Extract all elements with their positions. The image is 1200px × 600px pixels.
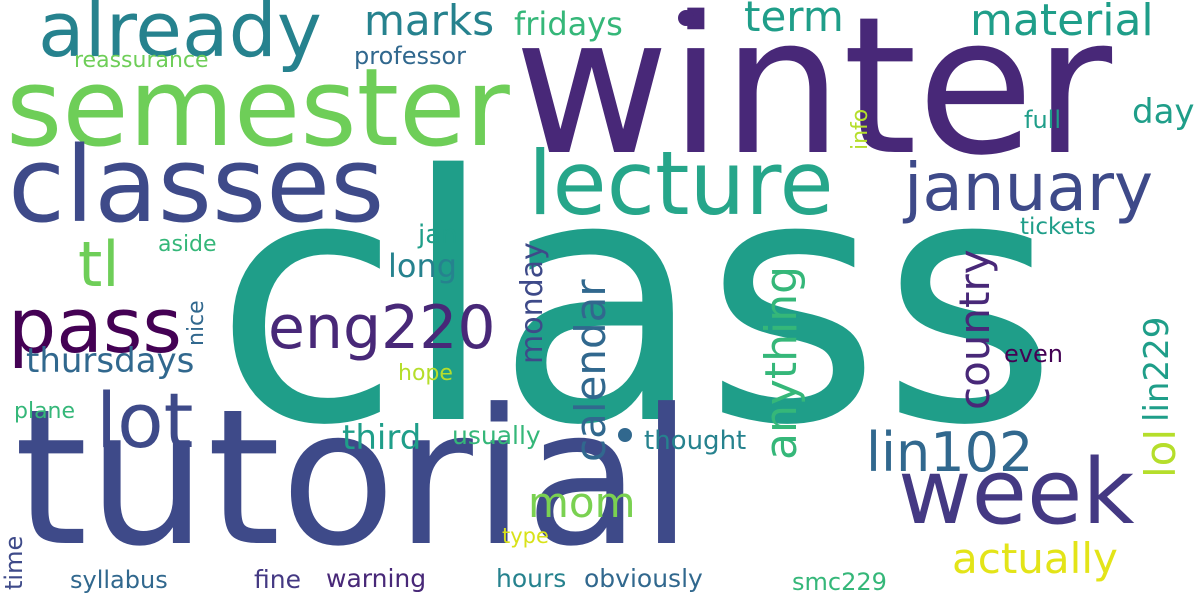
word-thursdays: thursdays	[26, 341, 195, 381]
word-smc229: smc229	[792, 568, 887, 596]
dot-mark-middle	[618, 428, 632, 442]
word-lol: lol	[1136, 428, 1185, 478]
word-material: material	[970, 0, 1154, 46]
word-marks: marks	[364, 0, 495, 45]
word-hours: hours	[496, 564, 567, 593]
word-calendar: calendar	[566, 279, 615, 462]
word-tickets: tickets	[1020, 214, 1096, 240]
word-actually: actually	[952, 534, 1118, 583]
word-info: info	[848, 108, 873, 150]
word-syllabus: syllabus	[70, 566, 168, 594]
word-january: january	[904, 149, 1154, 226]
word-lecture: lecture	[528, 132, 834, 235]
word-reassurance: reassurance	[74, 48, 209, 73]
word-lin102: lin102	[866, 421, 1034, 484]
word-lot: lot	[96, 376, 194, 465]
word-tutorial: tutorial	[14, 369, 693, 588]
word-plane: plane	[14, 399, 76, 424]
word-warning: warning	[326, 564, 427, 593]
word-week: week	[898, 440, 1135, 545]
word-time: time	[0, 535, 28, 590]
word-third: third	[342, 418, 422, 458]
word-monday: monday	[515, 242, 550, 364]
word-full: full	[1024, 106, 1061, 134]
word-jan: jan	[418, 220, 458, 250]
word-long: long	[388, 247, 458, 285]
word-lin229: lin229	[1137, 316, 1177, 422]
word-aside: aside	[158, 232, 217, 257]
word-term: term	[744, 0, 844, 41]
word-even: even	[1004, 340, 1063, 368]
word-winter: winter	[514, 0, 1113, 197]
dot-mark-top	[678, 10, 694, 26]
word-hope: hope	[398, 361, 453, 386]
word-fine: fine	[254, 565, 301, 594]
word-type: type	[502, 524, 549, 548]
word-semester: semester	[6, 46, 510, 171]
word-tl: tl	[78, 228, 120, 301]
word-thought: thought	[644, 426, 747, 456]
word-fridays: fridays	[514, 5, 623, 43]
word-pass: pass	[8, 281, 183, 370]
word-anything: anything	[756, 265, 807, 460]
word-eng220: eng220	[268, 293, 496, 363]
word-country: country	[950, 249, 999, 410]
word-usually: usually	[452, 421, 541, 450]
word-obviously: obviously	[584, 564, 703, 593]
word-day: day	[1132, 92, 1195, 132]
word-already: already	[38, 0, 322, 74]
word-classes: classes	[8, 124, 385, 246]
word-nice: nice	[184, 300, 209, 346]
word-class: class	[214, 104, 1059, 500]
word-professor: professor	[354, 42, 467, 70]
word-mom: mom	[528, 478, 636, 527]
